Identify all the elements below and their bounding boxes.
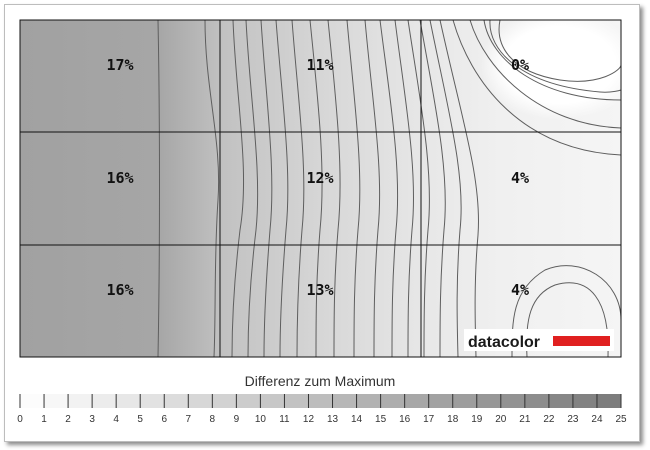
grid-lines xyxy=(19,19,622,358)
contour-line xyxy=(204,19,220,358)
legend-tick-label: 19 xyxy=(471,414,483,425)
legend-swatch xyxy=(236,394,261,408)
legend-tick-label: 14 xyxy=(351,414,363,425)
contour-line xyxy=(379,19,399,358)
contour-line xyxy=(275,19,289,358)
legend-swatch xyxy=(524,394,550,408)
brightest-zone xyxy=(480,10,640,120)
legend-swatch xyxy=(500,394,526,408)
logo-text: datacolor xyxy=(468,334,540,351)
legend-swatch xyxy=(308,394,334,408)
contour-line xyxy=(498,19,622,82)
legend-swatch xyxy=(188,394,213,408)
legend-tick-label: 23 xyxy=(567,414,579,425)
contour-line xyxy=(439,19,479,358)
contour-line xyxy=(327,19,341,358)
cell-label-r1c3: 0% xyxy=(511,56,529,74)
legend-tick-label: 24 xyxy=(591,414,603,425)
contour-line xyxy=(309,19,323,358)
legend-swatch xyxy=(452,394,478,408)
legend-swatch xyxy=(140,394,165,408)
contour-line xyxy=(157,19,160,358)
contour-line xyxy=(469,19,622,129)
legend-tick-label: 2 xyxy=(65,414,71,425)
legend-swatch xyxy=(596,394,622,408)
legend-tick-label: 10 xyxy=(255,414,267,425)
legend-swatch xyxy=(92,394,117,408)
contour-line xyxy=(489,19,622,93)
legend-tick-label: 6 xyxy=(161,414,167,425)
cell-label-r3c2: 13% xyxy=(306,281,333,299)
legend-tick-label: 5 xyxy=(137,414,143,425)
legend-swatch xyxy=(212,394,237,408)
legend-tick-label: 12 xyxy=(303,414,315,425)
contour-line xyxy=(245,19,259,358)
plot-border xyxy=(19,19,622,358)
legend-tick-label: 0 xyxy=(17,414,23,425)
legend-swatch xyxy=(332,394,358,408)
cell-label-r3c1: 16% xyxy=(106,281,133,299)
legend-swatch xyxy=(68,394,93,408)
legend-tick-label: 21 xyxy=(519,414,531,425)
legend-tick-label: 25 xyxy=(615,414,627,425)
contour-line xyxy=(407,19,430,358)
legend-title: Differenz zum Maximum xyxy=(245,373,396,389)
legend-swatch xyxy=(116,394,141,408)
legend-tick-label: 18 xyxy=(447,414,459,425)
legend-swatch xyxy=(20,394,45,408)
contour-line xyxy=(511,265,622,358)
contour-line xyxy=(452,19,622,156)
cell-label-r1c1: 17% xyxy=(106,56,133,74)
contour-line xyxy=(364,19,381,358)
legend-swatch xyxy=(356,394,382,408)
legend-tick-label: 22 xyxy=(543,414,555,425)
legend-tick-label: 17 xyxy=(423,414,435,425)
legend-tick-label: 16 xyxy=(399,414,411,425)
legend-tick-label: 4 xyxy=(113,414,119,425)
contour-line xyxy=(260,19,273,358)
legend-tick-label: 3 xyxy=(89,414,95,425)
legend-swatch xyxy=(548,394,574,408)
legend-scale: 0 1 2 3 4 5 6 7 8 9 10 11 12 13 14 15 16 17 18 19 20 21 22 23 24… xyxy=(17,394,627,425)
cell-label-r2c3: 4% xyxy=(511,169,529,187)
legend-swatch xyxy=(428,394,454,408)
contour-line xyxy=(419,19,446,358)
datacolor-logo: datacolor xyxy=(464,329,614,351)
contour-line xyxy=(346,19,361,358)
cell-label-r2c2: 12% xyxy=(306,169,333,187)
legend-swatch xyxy=(284,394,309,408)
legend-tick-label: 20 xyxy=(495,414,507,425)
legend-tick-label: 1 xyxy=(41,414,47,425)
cell-labels: 17% 11% 0% 16% 12% 4% 16% 13% 4% xyxy=(106,56,529,299)
legend-swatch xyxy=(164,394,189,408)
legend-swatch xyxy=(404,394,430,408)
legend-tick-label: 9 xyxy=(234,414,240,425)
contour-line xyxy=(483,19,622,101)
legend-swatch xyxy=(476,394,502,408)
legend-tick-label: 15 xyxy=(375,414,387,425)
cell-label-r3c3: 4% xyxy=(511,281,529,299)
cell-label-r1c2: 11% xyxy=(306,56,333,74)
legend-tick-label: 13 xyxy=(327,414,339,425)
legend-tick-label: 8 xyxy=(210,414,216,425)
legend-swatch xyxy=(44,394,69,408)
legend-swatch xyxy=(380,394,406,408)
legend-swatch xyxy=(572,394,598,408)
contour-lines xyxy=(157,19,622,358)
contour-line xyxy=(526,282,609,358)
logo-accent-bar xyxy=(553,336,610,346)
contour-line xyxy=(394,19,414,358)
contour-line xyxy=(429,19,462,358)
legend-swatch xyxy=(260,394,285,408)
legend-tick-label: 7 xyxy=(185,414,191,425)
contour-line xyxy=(291,19,305,358)
cell-label-r2c1: 16% xyxy=(106,169,133,187)
contour-line xyxy=(231,19,245,358)
legend-tick-label: 11 xyxy=(279,414,290,425)
